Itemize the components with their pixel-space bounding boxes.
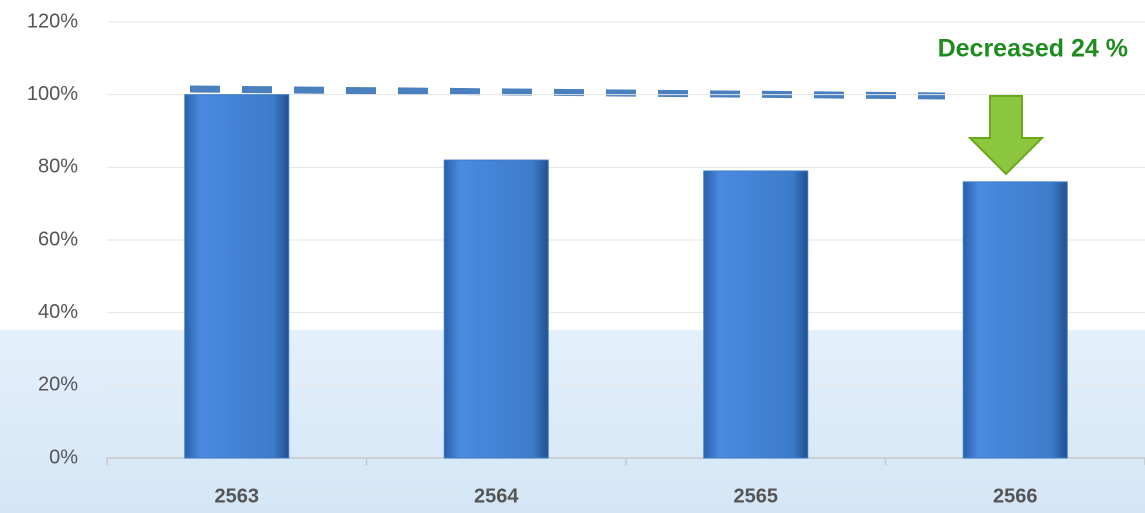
y-tick-label: 100% <box>27 83 78 105</box>
x-tick-label: 2563 <box>215 485 260 507</box>
x-tick-label: 2565 <box>734 485 779 507</box>
y-tick-label: 0% <box>49 446 78 468</box>
y-tick-label: 40% <box>38 301 78 323</box>
x-tick-label: 2564 <box>474 485 519 507</box>
y-tick-label: 80% <box>38 156 78 178</box>
y-tick-label: 60% <box>38 228 78 250</box>
bar <box>963 182 1067 458</box>
bar <box>444 160 548 458</box>
chart: 0% 20% 40% 60% 80% 100% 120% 2563 2564 2565 2566 De… <box>0 0 1145 513</box>
y-tick-label: 20% <box>38 374 78 396</box>
x-tick-label: 2566 <box>993 485 1038 507</box>
y-tick-label: 120% <box>27 10 78 32</box>
annotation: Decreased 24 % <box>938 35 1128 63</box>
down-arrow <box>970 96 1042 174</box>
bar <box>185 95 289 458</box>
bar <box>704 171 808 458</box>
